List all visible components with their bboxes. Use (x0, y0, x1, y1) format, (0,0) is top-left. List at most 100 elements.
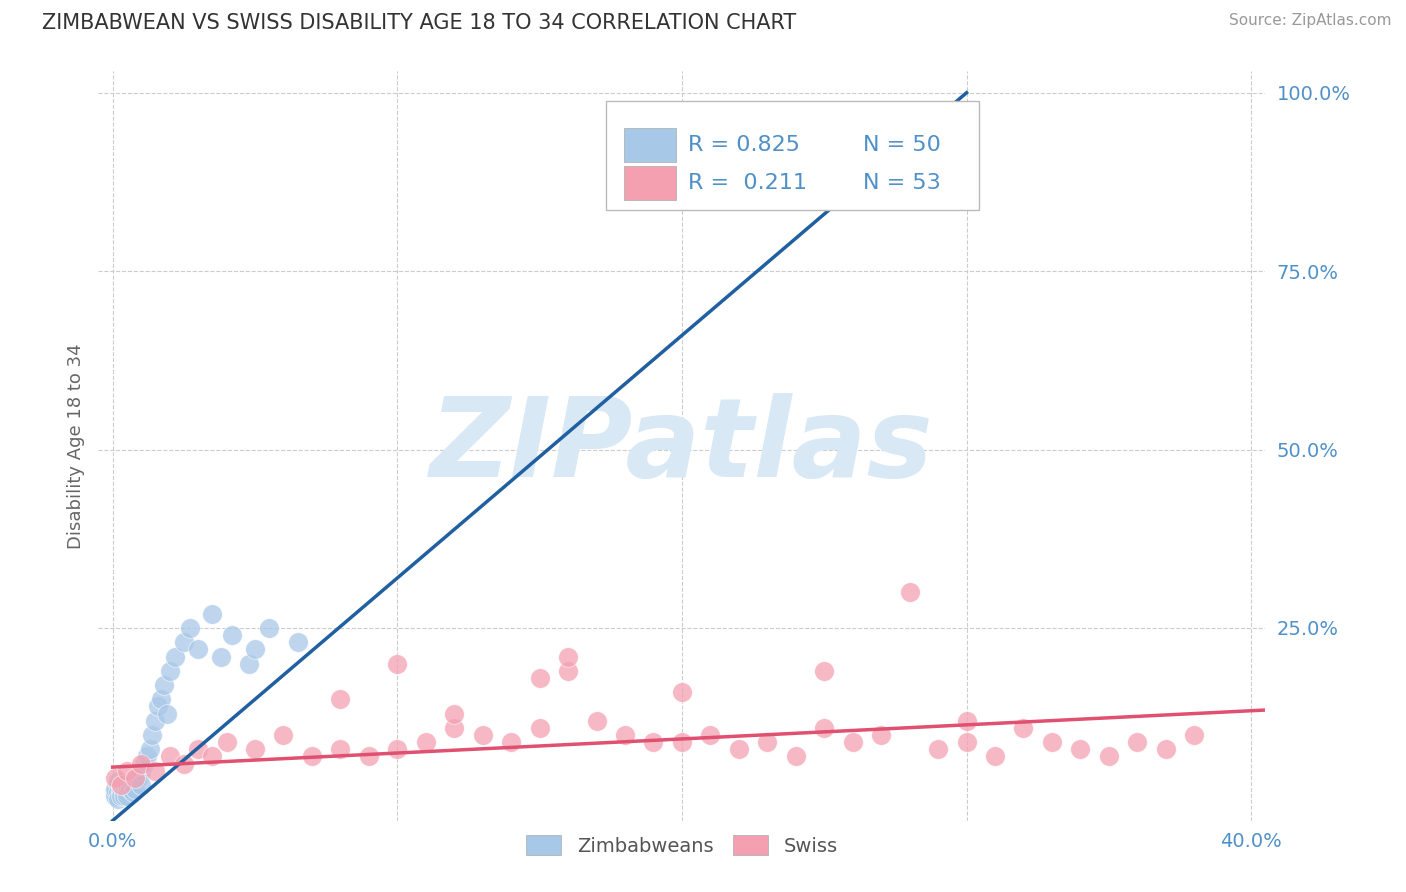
FancyBboxPatch shape (606, 102, 980, 210)
Point (107, 774, 129, 789)
Point (585, 714, 607, 728)
Text: N = 50: N = 50 (863, 135, 941, 155)
Point (173, 635, 195, 649)
Point (927, 742, 949, 756)
Point (110, 778, 132, 792)
Point (165, 649, 187, 664)
Point (699, 728, 721, 742)
Point (127, 771, 149, 785)
Point (387, 657, 409, 671)
Point (187, 642, 209, 657)
Text: Source: ZipAtlas.com: Source: ZipAtlas.com (1229, 13, 1392, 29)
Point (110, 789, 132, 803)
Point (471, 728, 494, 742)
Text: R = 0.825: R = 0.825 (688, 135, 800, 155)
Point (110, 778, 132, 792)
Point (1098, 749, 1121, 764)
Point (443, 706, 465, 721)
Point (357, 749, 380, 764)
Point (124, 774, 146, 789)
Point (557, 649, 579, 664)
Point (104, 781, 127, 796)
Point (813, 664, 835, 678)
Point (727, 742, 749, 756)
FancyBboxPatch shape (624, 166, 676, 200)
Point (870, 728, 893, 742)
Point (156, 706, 179, 721)
Point (1126, 735, 1149, 749)
Point (1040, 735, 1063, 749)
Point (529, 671, 551, 685)
Text: N = 53: N = 53 (863, 173, 941, 193)
Point (955, 735, 977, 749)
Point (643, 735, 665, 749)
Point (187, 742, 209, 756)
Point (121, 778, 143, 792)
Point (143, 714, 166, 728)
Point (671, 685, 693, 699)
Point (415, 735, 437, 749)
Point (104, 785, 127, 799)
Point (115, 789, 138, 803)
Point (443, 721, 465, 735)
Point (141, 728, 163, 742)
Point (614, 728, 637, 742)
Point (107, 792, 129, 806)
Point (159, 664, 181, 678)
Point (813, 721, 835, 735)
Point (329, 692, 352, 706)
Point (179, 621, 201, 635)
Point (121, 785, 143, 799)
Point (501, 735, 523, 749)
Point (1012, 721, 1035, 735)
Text: ZIMBABWEAN VS SWISS DISABILITY AGE 18 TO 34 CORRELATION CHART: ZIMBABWEAN VS SWISS DISABILITY AGE 18 TO… (42, 13, 796, 33)
Point (132, 756, 155, 771)
Point (955, 714, 977, 728)
Point (153, 678, 176, 692)
Point (238, 657, 260, 671)
Point (243, 742, 266, 756)
Point (1069, 742, 1091, 756)
Point (387, 742, 409, 756)
Point (107, 785, 129, 799)
Point (529, 721, 551, 735)
Text: ZIPatlas: ZIPatlas (430, 392, 934, 500)
Point (671, 735, 693, 749)
Point (257, 621, 280, 635)
Point (115, 778, 138, 792)
Point (898, 585, 921, 599)
Point (115, 785, 138, 799)
Point (201, 749, 224, 764)
Point (329, 742, 352, 756)
Point (1154, 742, 1177, 756)
Point (1182, 728, 1205, 742)
Point (104, 771, 127, 785)
Point (557, 664, 579, 678)
FancyBboxPatch shape (624, 128, 676, 161)
Point (756, 735, 779, 749)
Point (115, 781, 138, 796)
Point (841, 735, 863, 749)
Point (955, 107, 977, 121)
Point (159, 749, 181, 764)
Point (110, 785, 132, 799)
Point (115, 764, 138, 778)
Text: R =  0.211: R = 0.211 (688, 173, 807, 193)
Point (273, 728, 295, 742)
Point (143, 764, 166, 778)
Point (301, 749, 323, 764)
Point (112, 778, 135, 792)
Point (124, 771, 146, 785)
Legend: Zimbabweans, Swiss: Zimbabweans, Swiss (519, 827, 845, 863)
Point (287, 635, 309, 649)
Point (112, 785, 135, 799)
Point (118, 781, 141, 796)
Point (107, 778, 129, 792)
Y-axis label: Disability Age 18 to 34: Disability Age 18 to 34 (66, 343, 84, 549)
Point (138, 742, 160, 756)
Point (118, 778, 141, 792)
Point (148, 699, 170, 714)
Point (112, 781, 135, 796)
Point (150, 692, 173, 706)
Point (135, 749, 157, 764)
